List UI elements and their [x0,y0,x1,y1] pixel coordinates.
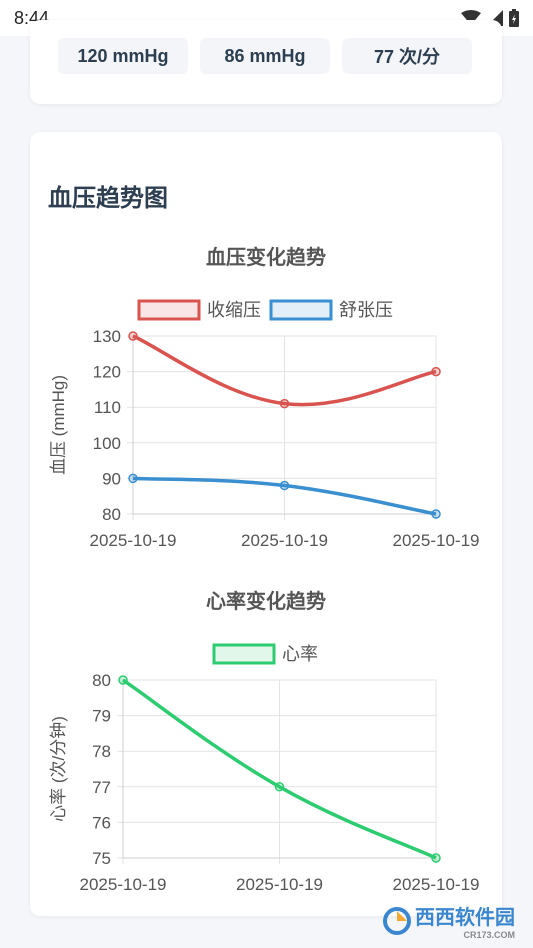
chart-title: 心率变化趋势 [206,589,326,613]
y-axis-title: 血压 (mmHg) [49,375,68,475]
logo-icon [383,906,411,935]
y-tick-label: 90 [102,469,121,488]
x-tick-label: 2025-10-19 [241,531,328,550]
y-axis-title: 心率 (次/分钟) [49,716,68,822]
series-line [122,678,437,860]
watermark-brand: 西西软件园 [415,907,515,929]
y-tick-label: 80 [92,671,111,690]
series-line [132,476,437,516]
chart-title: 血压变化趋势 [206,245,326,269]
systolic-value: 120 mmHg [58,38,188,74]
heart-rate-value: 77 次/分 [342,38,472,74]
x-tick-label: 2025-10-19 [90,531,177,550]
data-point [431,366,441,377]
watermark-site: CR173.COM [463,930,515,940]
legend-label: 舒张压 [339,300,393,320]
watermark-logo: 西西软件园 CR173.COM [383,901,515,940]
y-tick-label: 79 [92,707,111,726]
y-tick-label: 76 [92,813,111,832]
data-point [118,675,128,685]
section-title: 血压趋势图 [48,185,168,212]
legend-label: 心率 [282,644,318,664]
trend-card: 血压趋势图 血压变化趋势收缩压 舒张压 80 90 100 110 120 130 2025-1… [30,132,502,916]
data-point [128,473,138,484]
series-line [132,334,437,407]
data-point [274,782,285,792]
data-point [279,480,290,491]
data-point [128,331,138,341]
x-tick-label: 2025-10-19 [393,531,480,550]
x-tick-label: 2025-10-19 [236,875,323,894]
summary-stats: 120 mmHg 86 mmHg 77 次/分 [58,38,472,74]
legend-swatch [269,299,333,321]
legend-label: 收缩压 [207,300,261,320]
y-tick-label: 80 [102,505,121,524]
data-point [431,853,441,863]
data-point [279,398,290,409]
y-tick-label: 100 [93,434,121,453]
y-tick-label: 110 [94,398,121,417]
x-tick-label: 2025-10-19 [80,875,167,894]
y-tick-label: 78 [92,742,111,761]
wifi-icon [461,10,481,25]
y-tick-label: 120 [93,363,121,382]
diastolic-value: 86 mmHg [200,38,330,74]
data-point [431,509,441,519]
legend-swatch [137,299,201,321]
summary-card: 120 mmHg 86 mmHg 77 次/分 [30,20,502,104]
y-tick-label: 77 [92,778,111,797]
legend-swatch [212,643,276,665]
x-tick-label: 2025-10-19 [393,875,480,894]
y-tick-label: 130 [93,327,121,346]
y-tick-label: 75 [92,849,111,868]
battery-icon [509,9,519,27]
